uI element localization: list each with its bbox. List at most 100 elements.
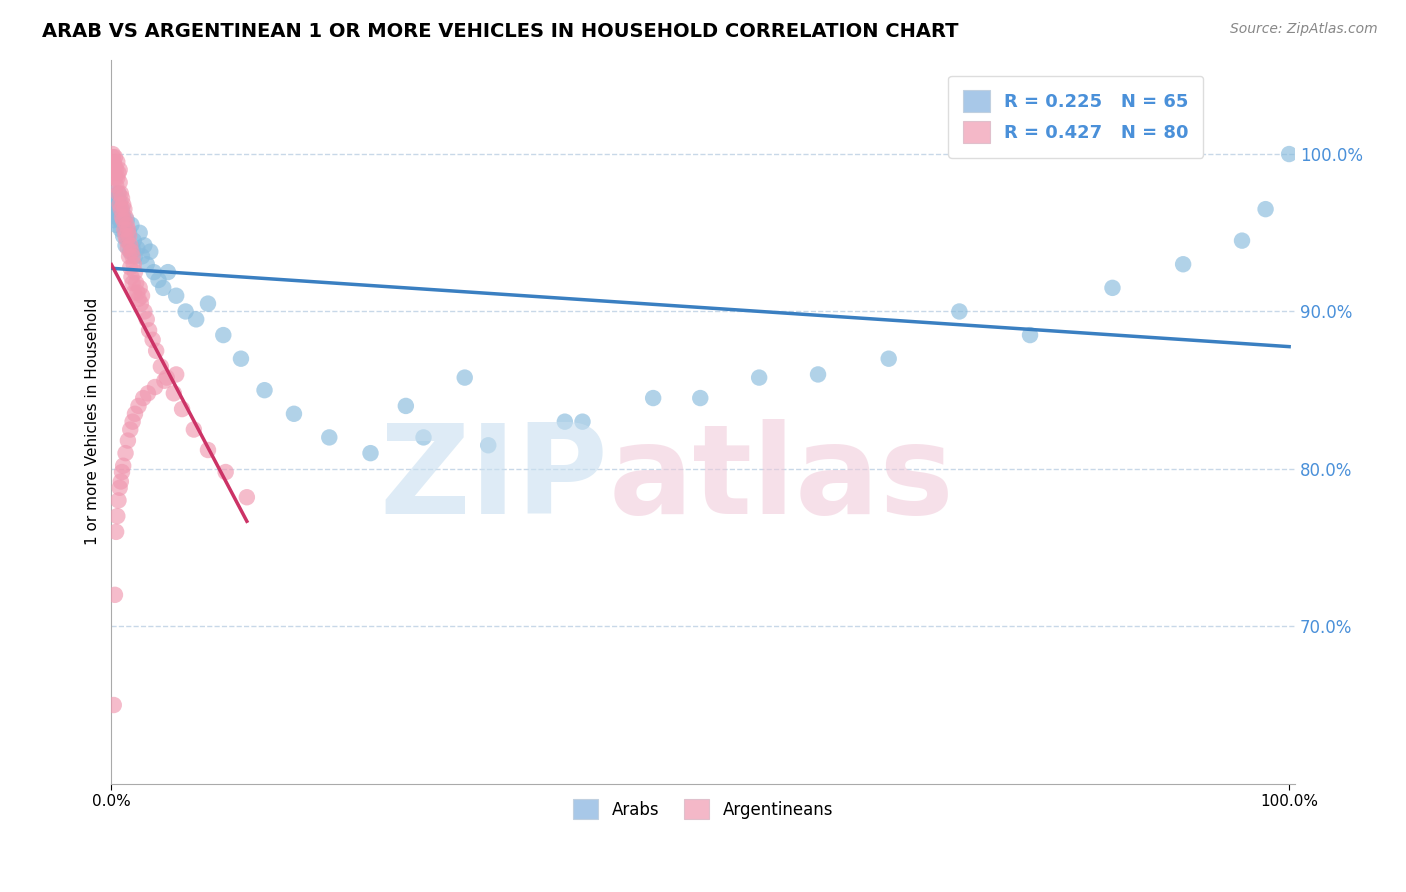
Point [107, 166, 129, 180]
Point [111, 465, 134, 479]
Point [360, 446, 382, 460]
Point [253, 383, 276, 397]
Point [748, 370, 770, 384]
Point [156, 370, 179, 384]
Point [165, 289, 187, 303]
Point [105, 170, 128, 185]
Point [108, 197, 131, 211]
Point [120, 218, 142, 232]
Point [143, 380, 166, 394]
Point [108, 194, 131, 209]
Point [112, 213, 135, 227]
Point [236, 490, 259, 504]
Point [145, 343, 167, 358]
Point [111, 210, 134, 224]
Point [110, 186, 132, 201]
Point [120, 269, 142, 284]
Point [122, 257, 145, 271]
Text: ZIP: ZIP [380, 419, 609, 540]
Point [120, 244, 142, 259]
Point [136, 386, 159, 401]
Point [104, 160, 127, 174]
Point [139, 244, 162, 259]
Point [103, 166, 125, 180]
Point [120, 244, 142, 259]
Point [283, 407, 305, 421]
Point [1171, 257, 1194, 271]
Point [121, 249, 143, 263]
Point [118, 228, 141, 243]
Point [122, 234, 145, 248]
Point [105, 210, 128, 224]
Point [124, 249, 146, 263]
Point [118, 249, 141, 263]
Point [108, 175, 131, 189]
Point [1230, 234, 1253, 248]
Point [142, 333, 165, 347]
Point [103, 213, 125, 227]
Point [229, 351, 252, 366]
Point [107, 186, 129, 201]
Point [108, 162, 131, 177]
Point [112, 458, 135, 473]
Point [105, 524, 128, 539]
Point [112, 197, 135, 211]
Point [156, 265, 179, 279]
Point [318, 430, 340, 444]
Point [108, 481, 131, 495]
Point [128, 292, 150, 306]
Point [117, 234, 139, 248]
Point [135, 257, 157, 271]
Point [112, 202, 135, 216]
Point [103, 698, 125, 712]
Point [115, 213, 138, 227]
Point [183, 423, 205, 437]
Point [112, 218, 135, 232]
Point [105, 162, 128, 177]
Point [114, 228, 136, 243]
Point [101, 150, 124, 164]
Point [149, 359, 172, 374]
Text: atlas: atlas [609, 419, 955, 540]
Point [877, 351, 900, 366]
Point [110, 475, 132, 489]
Point [163, 386, 186, 401]
Point [104, 170, 127, 185]
Point [108, 213, 131, 227]
Point [1254, 202, 1277, 216]
Point [104, 588, 127, 602]
Point [107, 197, 129, 211]
Point [127, 285, 149, 300]
Y-axis label: 1 or more Vehicles in Household: 1 or more Vehicles in Household [86, 298, 100, 545]
Point [138, 323, 160, 337]
Point [571, 415, 593, 429]
Point [412, 430, 434, 444]
Point [134, 238, 156, 252]
Point [121, 415, 143, 429]
Point [129, 296, 152, 310]
Text: ARAB VS ARGENTINEAN 1 OR MORE VEHICLES IN HOUSEHOLD CORRELATION CHART: ARAB VS ARGENTINEAN 1 OR MORE VEHICLES I… [42, 22, 959, 41]
Point [118, 226, 141, 240]
Point [197, 442, 219, 457]
Point [104, 150, 127, 164]
Point [170, 402, 193, 417]
Point [131, 249, 153, 263]
Point [214, 465, 236, 479]
Point [197, 296, 219, 310]
Point [212, 328, 235, 343]
Point [121, 242, 143, 256]
Point [554, 415, 576, 429]
Point [128, 399, 150, 413]
Point [124, 265, 146, 279]
Point [395, 399, 418, 413]
Point [120, 260, 142, 275]
Point [122, 285, 145, 300]
Point [1101, 281, 1123, 295]
Point [114, 446, 136, 460]
Point [115, 218, 138, 232]
Point [120, 423, 142, 437]
Point [948, 304, 970, 318]
Point [134, 304, 156, 318]
Point [103, 194, 125, 209]
Point [112, 228, 135, 243]
